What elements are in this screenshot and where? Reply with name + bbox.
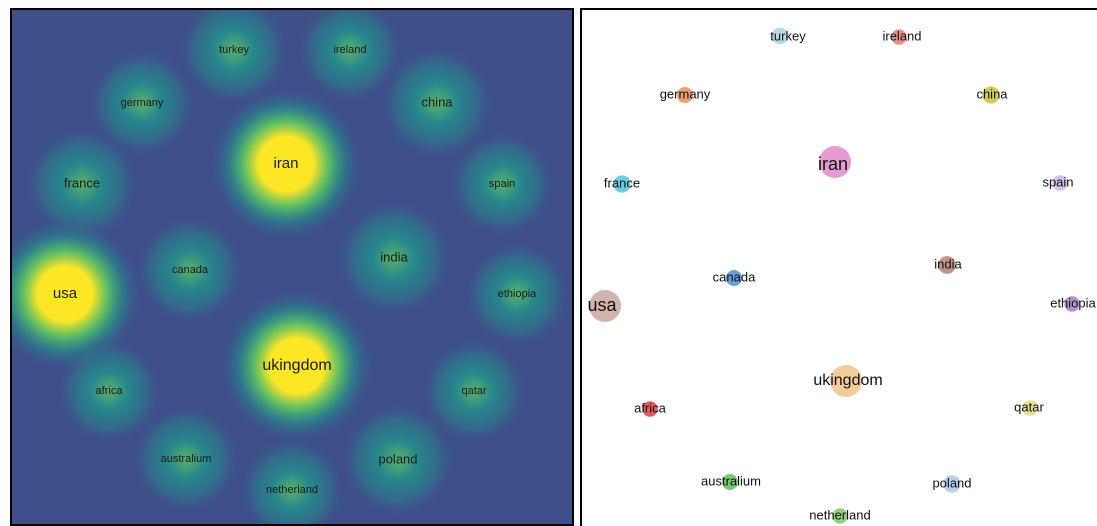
density-label-ukingdom: ukingdom bbox=[262, 357, 331, 374]
scatter-label-usa: usa bbox=[587, 295, 617, 315]
density-label-germany: germany bbox=[121, 97, 164, 109]
density-blob-ireland bbox=[296, 10, 404, 104]
density-blob-india bbox=[334, 198, 454, 318]
scatter-dot-spain bbox=[1052, 175, 1068, 191]
scatter-label-africa: africa bbox=[634, 400, 667, 415]
scatter-map: turkey ireland germany china iran france spain… bbox=[587, 27, 1097, 524]
scatter-dot-france bbox=[613, 175, 631, 193]
scatter-label-poland: poland bbox=[932, 475, 971, 490]
density-label-ethiopia: ethiopia bbox=[498, 288, 537, 300]
density-label-poland: poland bbox=[378, 451, 417, 466]
density-label-spain: spain bbox=[489, 178, 515, 190]
density-label-turkey: turkey bbox=[219, 44, 249, 56]
scatter-dot-qatar bbox=[1022, 400, 1038, 416]
scatter-dot-iran bbox=[819, 146, 851, 178]
scatter-dot-africa bbox=[642, 401, 658, 417]
scatter-label-australium: australium bbox=[701, 473, 761, 488]
scatter-dot-ukingdom bbox=[830, 365, 862, 397]
scatter-dot-netherland bbox=[832, 508, 848, 524]
density-label-china: china bbox=[421, 94, 453, 109]
density-blob-spain bbox=[448, 130, 556, 238]
density-blob-netherland bbox=[238, 436, 346, 524]
density-blob-africa bbox=[55, 337, 163, 445]
density-label-netherland: netherland bbox=[266, 484, 318, 496]
scatter-dot-canada bbox=[726, 270, 742, 286]
density-label-africa: africa bbox=[96, 385, 124, 397]
scatter-dot-china bbox=[982, 86, 1000, 104]
scatter-label-india: india bbox=[934, 256, 962, 271]
scatter-label-ireland: ireland bbox=[882, 28, 921, 43]
scatter-label-iran: iran bbox=[818, 154, 848, 174]
density-blob-iran bbox=[208, 86, 364, 242]
scatter-label-china: china bbox=[976, 86, 1008, 101]
scatter-label-germany: germany bbox=[660, 86, 711, 101]
scatter-label-ethiopia: ethiopia bbox=[1050, 295, 1096, 310]
scatter-dot-usa bbox=[589, 290, 621, 322]
scatter-dot-australium bbox=[722, 474, 738, 490]
density-blob-germany bbox=[87, 48, 197, 158]
density-blob-ukingdom bbox=[219, 288, 375, 444]
density-map-panel: turkey ireland germany china iran france spain… bbox=[10, 8, 574, 526]
scatter-label-turkey: turkey bbox=[770, 28, 806, 43]
density-blob-qatar bbox=[420, 337, 528, 445]
density-label-usa: usa bbox=[53, 285, 78, 302]
density-label-india: india bbox=[380, 249, 408, 264]
density-blob-turkey bbox=[177, 10, 291, 107]
density-map: turkey ireland germany china iran france spain… bbox=[12, 10, 571, 524]
density-label-qatar: qatar bbox=[461, 385, 486, 397]
scatter-label-qatar: qatar bbox=[1014, 399, 1044, 414]
scatter-dot-india bbox=[938, 256, 956, 274]
density-blob-canada bbox=[135, 215, 245, 325]
scatter-map-panel: turkey ireland germany china iran france spain… bbox=[580, 8, 1097, 526]
scatter-dot-poland bbox=[943, 475, 961, 493]
density-blob-australium bbox=[131, 404, 241, 514]
scatter-label-canada: canada bbox=[713, 269, 756, 284]
density-blob-poland bbox=[340, 402, 456, 518]
density-blob-ethiopia bbox=[463, 240, 571, 348]
scatter-dot-turkey bbox=[771, 27, 789, 45]
density-label-iran: iran bbox=[273, 155, 298, 172]
density-blob-france bbox=[24, 126, 140, 242]
scatter-label-france: france bbox=[604, 175, 640, 190]
density-blob-usa bbox=[12, 216, 143, 372]
scatter-dot-ethiopia bbox=[1064, 296, 1080, 312]
density-label-australium: australium bbox=[161, 453, 212, 465]
scatter-dot-ireland bbox=[891, 29, 907, 45]
scatter-label-spain: spain bbox=[1042, 174, 1073, 189]
density-label-canada: canada bbox=[172, 264, 209, 276]
density-label-france: france bbox=[64, 175, 100, 190]
density-label-ireland: ireland bbox=[333, 44, 366, 56]
scatter-label-netherland: netherland bbox=[809, 507, 870, 522]
scatter-label-ukingdom: ukingdom bbox=[813, 372, 882, 389]
scatter-dot-germany bbox=[677, 87, 693, 103]
density-blob-china bbox=[379, 45, 495, 161]
